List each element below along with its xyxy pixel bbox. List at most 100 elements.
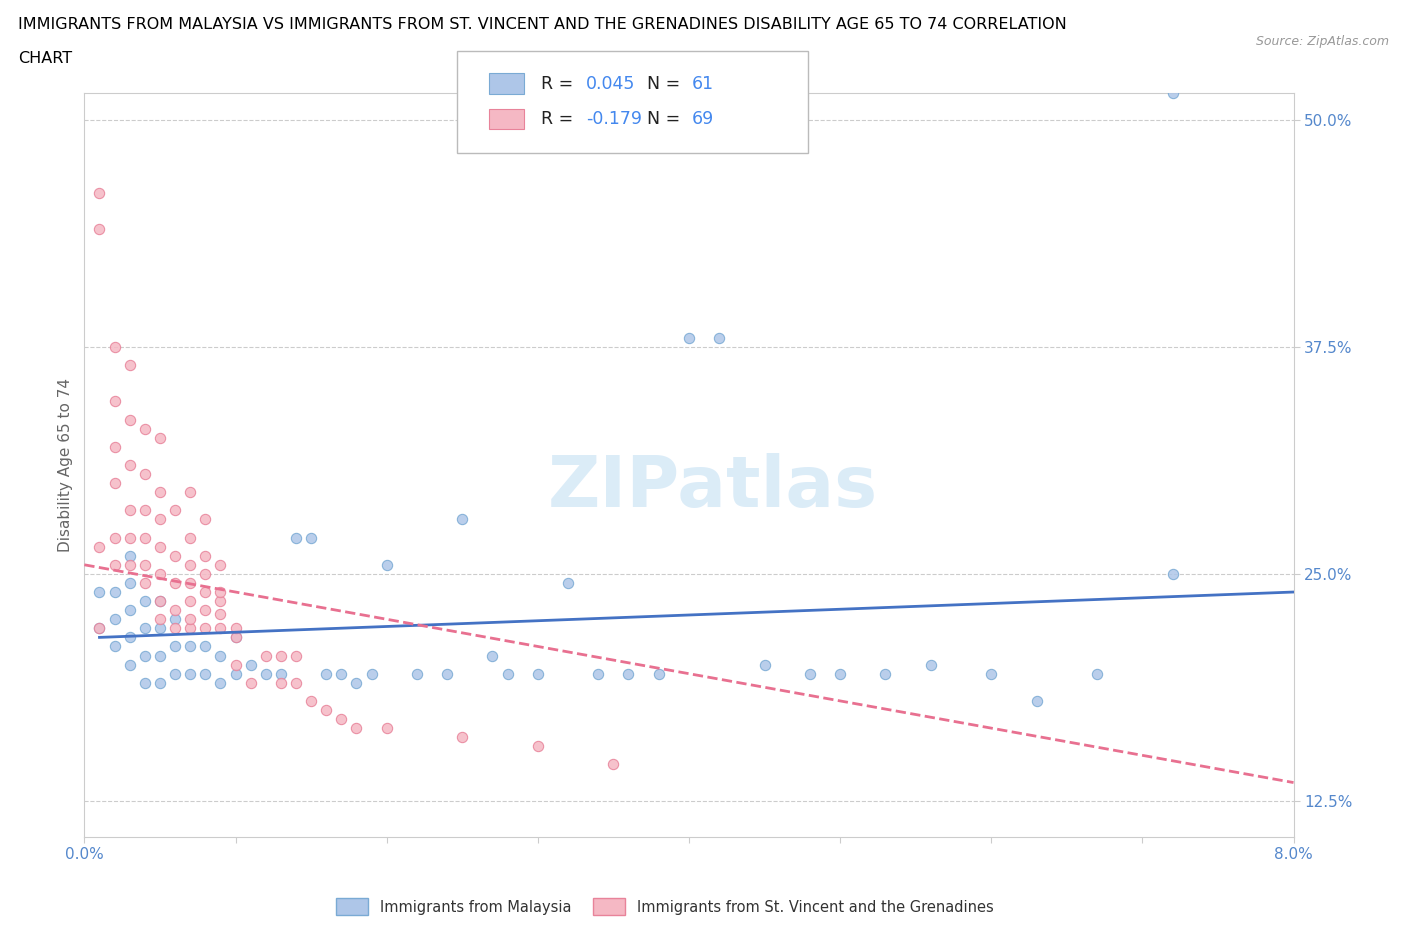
Point	[225, 630, 247, 644]
Point	[165, 612, 187, 627]
Point	[179, 557, 201, 572]
Point	[830, 666, 852, 681]
Point	[194, 566, 217, 581]
Point	[617, 666, 640, 681]
Point	[149, 612, 172, 627]
Point	[209, 606, 232, 621]
Point	[436, 666, 458, 681]
Point	[330, 711, 353, 726]
Point	[134, 621, 156, 636]
Point	[754, 658, 776, 672]
Point	[179, 485, 201, 499]
Y-axis label: Disability Age 65 to 74: Disability Age 65 to 74	[58, 378, 73, 552]
Point	[346, 675, 368, 690]
Point	[225, 630, 247, 644]
Point	[299, 694, 322, 709]
Point	[179, 576, 201, 591]
Point	[149, 566, 172, 581]
Point	[254, 666, 277, 681]
Point	[89, 539, 111, 554]
Point	[225, 666, 247, 681]
Point	[1161, 566, 1184, 581]
Point	[118, 603, 141, 618]
Point	[209, 648, 232, 663]
Text: N =: N =	[647, 110, 686, 128]
Point	[194, 621, 217, 636]
Point	[165, 549, 187, 564]
Text: CHART: CHART	[18, 51, 72, 66]
Point	[165, 621, 187, 636]
Point	[451, 512, 474, 527]
Point	[284, 675, 308, 690]
Point	[149, 512, 172, 527]
Point	[239, 658, 262, 672]
Point	[179, 593, 201, 608]
Point	[149, 539, 172, 554]
Point	[165, 503, 187, 518]
Point	[118, 530, 141, 545]
Point	[330, 666, 353, 681]
Point	[149, 593, 172, 608]
Point	[134, 421, 156, 436]
Point	[118, 549, 141, 564]
Text: 0.045: 0.045	[586, 74, 636, 93]
Point	[104, 439, 127, 454]
Point	[118, 630, 141, 644]
Point	[179, 639, 201, 654]
Point	[315, 702, 337, 717]
Point	[118, 658, 141, 672]
Point	[165, 639, 187, 654]
Point	[284, 530, 308, 545]
Point	[134, 467, 156, 482]
Point	[225, 621, 247, 636]
Point	[375, 721, 398, 736]
Point	[179, 621, 201, 636]
Point	[134, 576, 156, 591]
Point	[118, 358, 141, 373]
Point	[209, 585, 232, 600]
Point	[209, 593, 232, 608]
Point	[315, 666, 337, 681]
Point	[299, 530, 322, 545]
Point	[647, 666, 671, 681]
Point	[118, 557, 141, 572]
Point	[375, 557, 398, 572]
Point	[104, 585, 127, 600]
Point	[104, 476, 127, 491]
Point	[360, 666, 382, 681]
Point	[709, 330, 731, 345]
Point	[1085, 666, 1108, 681]
Point	[588, 666, 610, 681]
Point	[284, 648, 308, 663]
Point	[270, 648, 292, 663]
Point	[149, 621, 172, 636]
Point	[134, 503, 156, 518]
Text: ZIPatlas: ZIPatlas	[548, 453, 879, 522]
Point	[118, 458, 141, 472]
Point	[165, 666, 187, 681]
Point	[89, 221, 111, 236]
Point	[194, 603, 217, 618]
Point	[118, 412, 141, 427]
Point	[194, 512, 217, 527]
Point	[209, 675, 232, 690]
Text: -0.179: -0.179	[586, 110, 643, 128]
Point	[134, 675, 156, 690]
Point	[165, 576, 187, 591]
Point	[239, 675, 262, 690]
Point	[165, 603, 187, 618]
Point	[104, 394, 127, 409]
Point	[270, 675, 292, 690]
Point	[149, 593, 172, 608]
Point	[89, 185, 111, 200]
Point	[527, 666, 550, 681]
Point	[799, 666, 821, 681]
Point	[89, 585, 111, 600]
Point	[149, 485, 172, 499]
Point	[134, 648, 156, 663]
Point	[89, 621, 111, 636]
Point	[118, 576, 141, 591]
Point	[1025, 694, 1047, 709]
Point	[149, 675, 172, 690]
Point	[149, 431, 172, 445]
